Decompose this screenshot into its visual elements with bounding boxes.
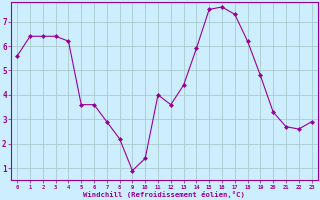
X-axis label: Windchill (Refroidissement éolien,°C): Windchill (Refroidissement éolien,°C): [84, 191, 245, 198]
